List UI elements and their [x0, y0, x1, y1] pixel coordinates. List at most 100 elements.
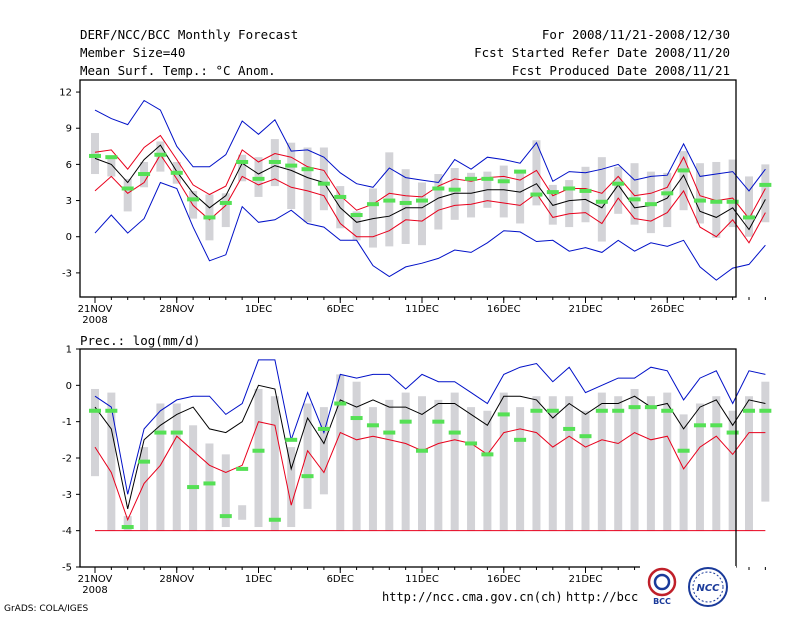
median-mark [465, 441, 478, 446]
box-bar [172, 403, 181, 531]
box-bar [663, 172, 672, 228]
max-line [94, 99, 766, 192]
box-bar [532, 396, 541, 531]
ncc-link[interactable]: http://ncc.cma.gov.cn(ch) [382, 590, 563, 604]
box-bar [516, 407, 525, 531]
max-line [94, 359, 766, 495]
y-tick-label: 1 [66, 345, 72, 356]
x-tick-label: 1DEC [245, 304, 272, 315]
median-mark [366, 423, 379, 428]
y-tick-label: -5 [62, 563, 72, 574]
box-bar [418, 396, 426, 531]
y-tick-label: -4 [62, 526, 72, 537]
median-mark [268, 159, 281, 164]
box-bar [499, 392, 508, 531]
median-mark [187, 485, 200, 490]
box-bar [107, 158, 116, 177]
box-bar [140, 447, 149, 531]
forecast-period: For 2008/11/21-2008/12/30 [541, 27, 730, 42]
box-bar [156, 403, 165, 531]
box-bar [532, 140, 541, 206]
median-mark [563, 186, 576, 191]
median-mark [236, 466, 249, 471]
median-mark [383, 430, 396, 435]
box-bar [679, 151, 688, 211]
x-tick-label: 16DEC [487, 574, 521, 585]
median-mark [203, 481, 216, 486]
box-bar [319, 407, 328, 495]
median-mark [448, 430, 461, 435]
box-bar [205, 443, 214, 531]
box-bar [499, 165, 508, 218]
median-mark [219, 514, 232, 519]
median-mark [644, 202, 657, 207]
box-bar [467, 407, 476, 531]
median-mark [710, 423, 723, 428]
median-mark [595, 408, 608, 413]
year-label: 2008 [82, 315, 107, 326]
median-mark [366, 202, 379, 207]
median-mark [89, 408, 101, 413]
median-mark [105, 408, 118, 413]
median-mark [138, 172, 151, 177]
box-bar [401, 392, 410, 531]
box-bar [663, 392, 672, 531]
median-mark [514, 169, 527, 174]
box-bar [368, 407, 377, 531]
median-mark [203, 215, 216, 220]
lower-spread-line [94, 421, 766, 522]
median-mark [530, 408, 543, 413]
box-bar [123, 178, 132, 212]
grads-credit: GrADS: COLA/IGES [4, 604, 89, 614]
median-mark [628, 405, 641, 410]
box-bar [385, 399, 394, 531]
median-mark [661, 191, 674, 196]
median-mark [252, 448, 265, 453]
box-bar [630, 388, 639, 531]
box-bar [270, 396, 279, 531]
box-bar [516, 170, 525, 224]
box-bar [221, 193, 230, 228]
plot-frame [79, 79, 737, 298]
forecast-start-date: Fcst Started Refer Date 2008/11/20 [474, 45, 730, 60]
median-mark [432, 419, 445, 424]
median-mark [743, 408, 755, 413]
member-size: Member Size=40 [80, 45, 186, 60]
box-bar [91, 388, 99, 477]
median-mark [579, 188, 592, 193]
median-mark [399, 419, 412, 424]
box-bar [352, 211, 361, 241]
box-bar [418, 182, 426, 246]
box-bar [91, 133, 99, 175]
median-mark [693, 423, 706, 428]
box-bar [679, 414, 688, 531]
median-mark [138, 459, 151, 464]
box-bar [450, 392, 459, 531]
x-tick-label: 21NOV [78, 574, 113, 585]
x-tick-label: 6DEC [327, 574, 354, 585]
median-mark [710, 199, 723, 204]
median-mark [661, 408, 674, 413]
median-mark [677, 448, 690, 453]
median-mark [350, 213, 363, 218]
median-mark [628, 197, 641, 202]
median-mark [154, 152, 167, 157]
median-mark [416, 448, 428, 453]
median-mark [481, 176, 494, 181]
ncc-logo-text: NCC [696, 583, 720, 594]
box-bar [548, 396, 557, 531]
median-mark [693, 198, 706, 203]
median-mark [301, 474, 314, 479]
bcc-link[interactable]: http://bcc. [566, 590, 646, 604]
box-bar [336, 374, 345, 531]
median-mark [285, 163, 298, 168]
x-tick-label: 28NOV [159, 304, 194, 315]
median-mark [677, 168, 690, 173]
box-bar [221, 454, 230, 528]
median-mark [743, 215, 755, 220]
median-mark [563, 426, 576, 431]
x-tick-label: 11DEC [405, 574, 439, 585]
box-bar [581, 410, 590, 531]
